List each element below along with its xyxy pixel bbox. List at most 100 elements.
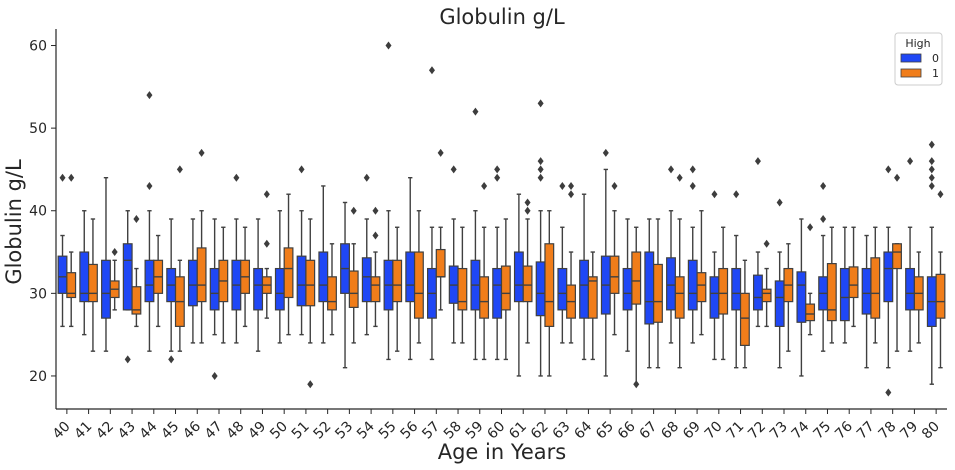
outlier-point — [776, 198, 783, 207]
box-iqr — [587, 276, 598, 319]
box-iqr — [274, 267, 285, 311]
box-iqr — [435, 248, 446, 278]
box-69-series-0 — [687, 165, 698, 344]
box-iqr — [653, 263, 663, 323]
outlier-point — [928, 165, 935, 174]
box-43-series-1 — [131, 215, 142, 328]
outlier-point — [820, 181, 827, 190]
box-iqr — [318, 251, 329, 303]
y-tick-label: 40 — [29, 204, 47, 220]
box-45-series-1 — [174, 165, 185, 352]
box-51-series-1 — [305, 218, 316, 389]
box-iqr — [826, 263, 837, 322]
outlier-point — [133, 215, 140, 223]
box-72-series-1 — [761, 239, 772, 328]
x-tick-label: 62 — [528, 419, 552, 443]
box-iqr — [622, 267, 633, 311]
outlier-point — [428, 66, 435, 75]
box-iqr — [500, 265, 511, 311]
y-axis-title: Globulin g/L — [2, 159, 26, 285]
box-78-series-1 — [892, 173, 902, 352]
box-77-series-0 — [861, 234, 872, 369]
box-iqr — [305, 259, 316, 307]
box-45-series-0 — [166, 218, 177, 364]
box-iqr — [66, 272, 77, 299]
box-iqr — [752, 274, 763, 311]
box-46-series-1 — [196, 148, 207, 344]
outlier-point — [111, 248, 118, 257]
outlier-point — [211, 371, 218, 380]
x-tick-label: 77 — [854, 419, 878, 443]
box-46-series-0 — [187, 218, 198, 344]
box-iqr — [196, 247, 207, 303]
x-tick-label: 69 — [680, 419, 704, 443]
box-iqr — [631, 251, 642, 305]
x-tick-label: 71 — [723, 419, 747, 443]
outlier-point — [494, 165, 501, 174]
box-47-series-1 — [218, 226, 229, 344]
x-tick-label: 48 — [224, 419, 248, 443]
box-iqr — [535, 261, 546, 317]
x-tick-label: 47 — [202, 419, 226, 443]
x-tick-label: 44 — [137, 418, 161, 442]
box-49-series-0 — [253, 218, 264, 352]
box-iqr — [87, 263, 98, 303]
box-56-series-1 — [413, 210, 424, 344]
outlier-point — [307, 380, 314, 389]
legend-label-0: 0 — [932, 52, 939, 65]
x-tick-label: 75 — [810, 419, 834, 443]
outlier-point — [68, 173, 75, 182]
legend-label-1: 1 — [932, 67, 939, 80]
box-48-series-0 — [231, 173, 242, 344]
outlier-point — [559, 181, 566, 190]
box-61-series-1 — [522, 198, 533, 344]
x-tick-label: 54 — [354, 418, 378, 442]
x-tick-label: 60 — [484, 419, 508, 443]
x-tick-label: 74 — [789, 418, 813, 442]
box-41-series-0 — [79, 210, 90, 336]
outlier-point — [537, 173, 544, 182]
box-iqr — [861, 267, 872, 315]
box-40-series-1 — [66, 173, 77, 328]
outlier-point — [263, 190, 270, 199]
box-59-series-0 — [470, 107, 481, 361]
box-71-series-1 — [739, 259, 750, 369]
outlier-point — [59, 173, 66, 182]
outlier-point — [372, 231, 379, 240]
box-iqr — [144, 259, 155, 303]
box-63-series-0 — [557, 181, 568, 344]
box-iqr — [709, 276, 720, 319]
outlier-point — [363, 173, 370, 182]
box-iqr — [283, 247, 294, 299]
box-61-series-0 — [513, 193, 524, 377]
x-tick-label: 52 — [311, 419, 335, 443]
box-63-series-1 — [566, 181, 576, 344]
x-tick-label: 50 — [267, 419, 291, 443]
x-tick-label: 40 — [50, 419, 74, 443]
box-iqr — [327, 276, 337, 311]
box-48-series-1 — [240, 226, 251, 328]
box-64-series-1 — [587, 251, 598, 361]
x-tick-label: 51 — [289, 419, 313, 443]
box-73-series-1 — [783, 243, 794, 352]
box-68-series-1 — [674, 173, 685, 369]
box-79-series-0 — [905, 157, 916, 352]
x-tick-label: 64 — [571, 418, 595, 442]
outlier-point — [146, 181, 153, 190]
box-43-series-0 — [122, 210, 133, 364]
outlier-point — [537, 157, 544, 166]
box-58-series-1 — [457, 226, 468, 344]
outlier-point — [450, 165, 457, 174]
box-iqr — [101, 259, 111, 319]
box-53-series-1 — [348, 206, 359, 344]
box-80-series-0 — [926, 140, 937, 385]
box-iqr — [796, 271, 807, 323]
box-67-series-0 — [644, 218, 655, 369]
box-iqr — [131, 286, 142, 315]
box-57-series-0 — [427, 66, 437, 361]
box-iqr — [79, 251, 90, 303]
box-59-series-1 — [479, 181, 490, 361]
box-iqr — [522, 265, 533, 303]
x-tick-label: 72 — [745, 419, 769, 443]
box-74-series-0 — [796, 218, 807, 377]
